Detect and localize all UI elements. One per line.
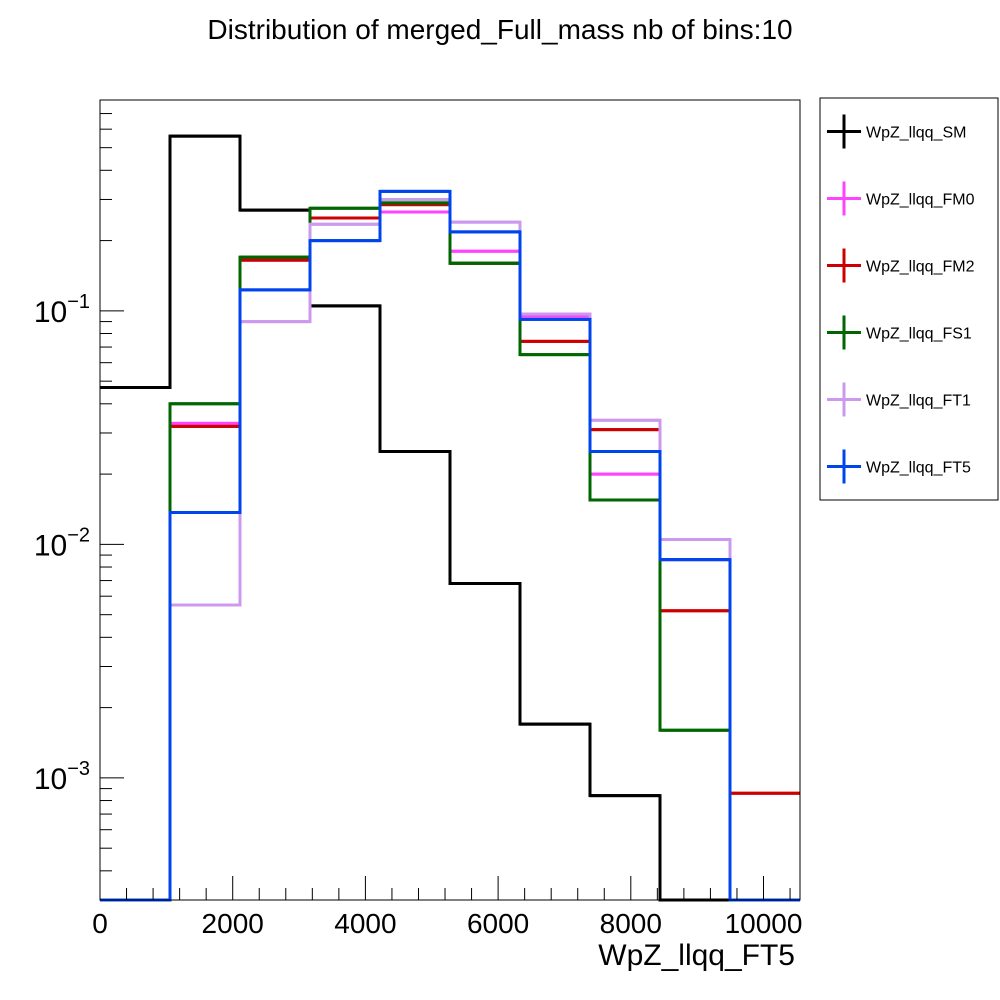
legend-label: WpZ_llqq_FT1	[866, 393, 971, 410]
y-tick-label: 10−2	[34, 524, 90, 562]
legend-entry: WpZ_llqq_FT1	[827, 382, 971, 417]
x-tick-label: 6000	[467, 908, 529, 939]
legend-label: WpZ_llqq_FM2	[866, 259, 975, 276]
plot-frame-top	[99, 99, 801, 901]
legend-entry: WpZ_llqq_FM0	[827, 181, 975, 216]
legend-box	[819, 97, 999, 501]
x-tick-label: 10000	[725, 908, 803, 939]
legend-label: WpZ_llqq_FS1	[866, 326, 972, 343]
series-line	[100, 189, 800, 902]
x-axis-label: WpZ_llqq_FT5	[598, 939, 795, 972]
legend-label: WpZ_llqq_FT5	[866, 460, 971, 477]
legend-entry: WpZ_llqq_FS1	[827, 315, 972, 350]
legend-entry: WpZ_llqq_FT5	[827, 449, 971, 484]
y-tick-label: 10−3	[34, 758, 90, 796]
legend-entry: WpZ_llqq_SM	[827, 114, 966, 149]
x-tick-label: 0	[92, 908, 108, 939]
x-tick-label: 2000	[202, 908, 264, 939]
y-tick-label: 10−1	[34, 291, 90, 329]
legend-label: WpZ_llqq_SM	[866, 125, 966, 142]
chart-title: Distribution of merged_Full_mass nb of b…	[207, 14, 793, 45]
legend-label: WpZ_llqq_FM0	[866, 192, 975, 209]
x-tick-label: 8000	[600, 908, 662, 939]
legend-entry: WpZ_llqq_FM2	[827, 248, 975, 283]
x-tick-label: 4000	[334, 908, 396, 939]
